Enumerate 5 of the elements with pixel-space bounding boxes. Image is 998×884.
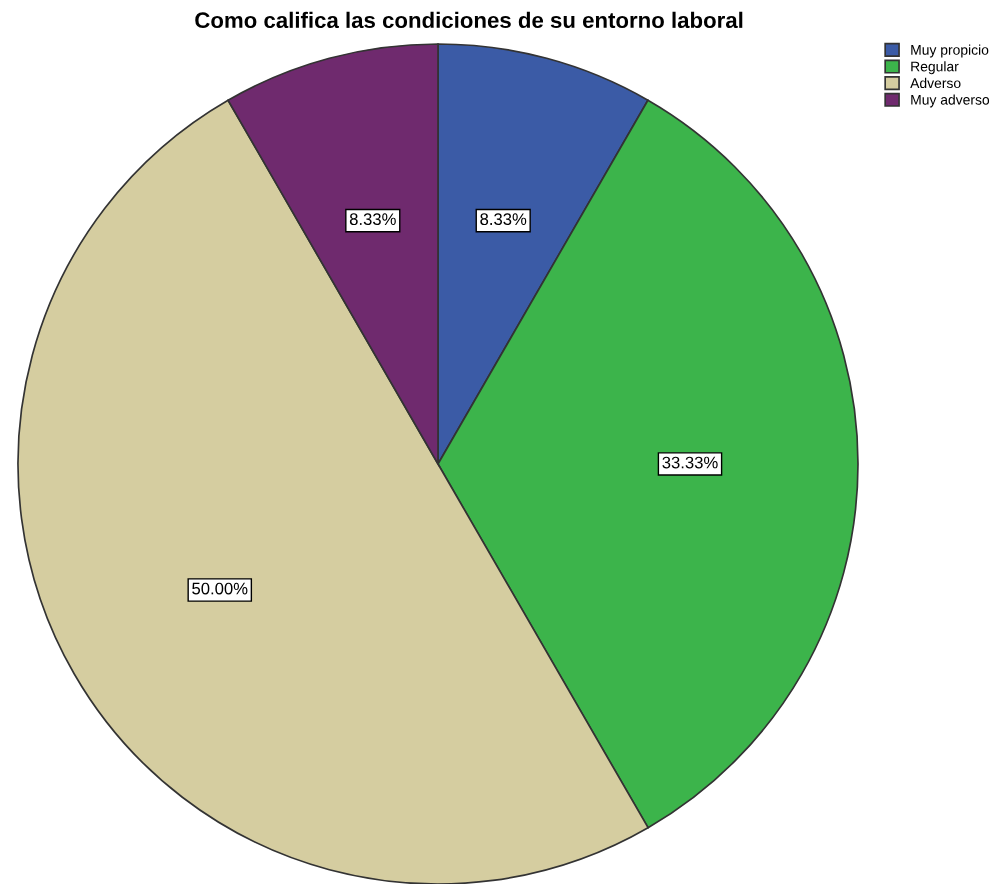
data-label: 50.00% [192, 582, 248, 595]
data-label: 8.33% [480, 213, 527, 226]
data-label: 33.33% [662, 456, 718, 469]
chart-title: Como califica las condiciones de su entorno laboral [195, 11, 743, 29]
data-label: 8.33% [349, 213, 396, 226]
